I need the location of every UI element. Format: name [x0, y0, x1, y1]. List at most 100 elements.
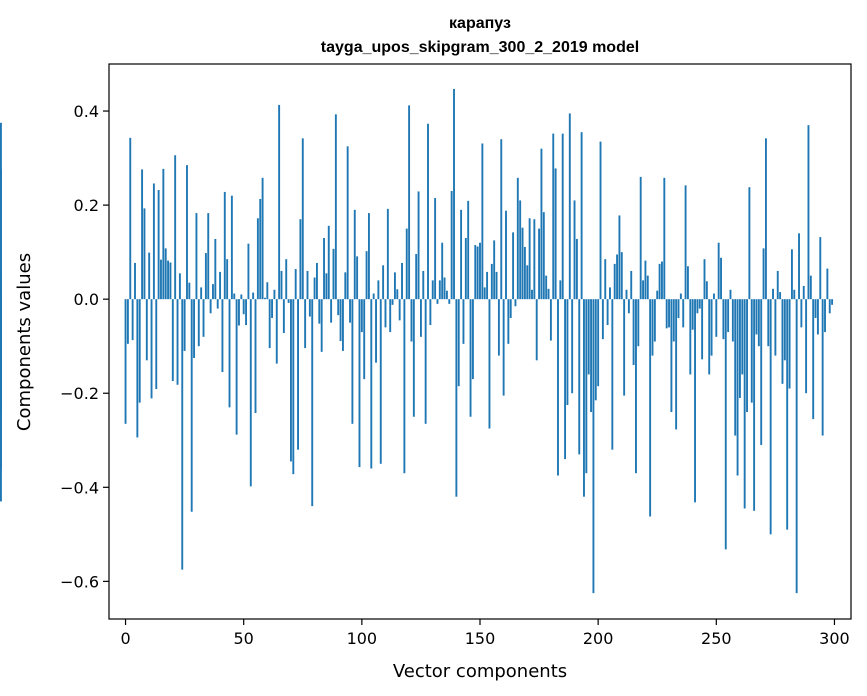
bar-263 [746, 299, 748, 413]
bar-130 [431, 280, 434, 300]
bar-109 [382, 265, 385, 300]
bar-141 [457, 299, 460, 387]
bar-17 [164, 248, 167, 300]
bar-78 [308, 299, 311, 317]
bar-215 [632, 299, 635, 366]
bar-80 [313, 277, 316, 300]
bar-206 [611, 299, 614, 450]
bar-128 [427, 123, 429, 300]
bar-95 [349, 299, 351, 323]
bar-234 [677, 299, 680, 318]
bar-91 [339, 299, 342, 342]
bar-205 [609, 287, 611, 300]
bar-190 [573, 200, 576, 300]
bar-117 [401, 262, 403, 300]
bar-79 [311, 299, 314, 507]
bar-297 [826, 268, 829, 300]
bar-133 [438, 280, 441, 300]
bar-159 [500, 139, 503, 300]
bar-247 [708, 299, 711, 375]
bar-193 [580, 132, 583, 300]
bars-group [0, 88, 834, 594]
bar-106 [375, 299, 377, 363]
bar-20 [171, 299, 174, 382]
bar-69 [287, 299, 290, 303]
x-axis-ticks: 0 50 100 150 200 250 300 [120, 619, 850, 648]
x-tick-label: 250 [701, 629, 732, 648]
bar-278 [781, 299, 784, 384]
bar-4 [134, 262, 136, 300]
bar-201 [599, 141, 602, 300]
bar-30 [195, 213, 198, 300]
bar-258 [734, 299, 737, 436]
bar-168 [521, 227, 524, 300]
bar-255 [727, 299, 730, 333]
bar-44 [228, 299, 231, 408]
bar-139 [453, 88, 455, 300]
bar-256 [729, 289, 732, 300]
chart-subtitle: tayga_upos_skipgram_300_2_2019 model [321, 39, 639, 56]
bar-127 [424, 299, 427, 424]
bar-53 [249, 299, 252, 487]
bar-71 [292, 299, 295, 475]
bar-277 [779, 292, 782, 300]
bar-54 [252, 292, 255, 300]
bar-49 [240, 294, 243, 300]
bar-291 [812, 299, 815, 420]
bar-60 [266, 282, 269, 300]
y-tick-label: −0.4 [60, 478, 99, 497]
bar-183 [557, 299, 559, 476]
bar-250 [715, 299, 718, 337]
bar-14 [157, 190, 160, 300]
bar-56 [256, 218, 259, 300]
bar-287 [802, 286, 805, 300]
bar-249 [713, 293, 715, 300]
bar-115 [396, 289, 399, 300]
bar-132 [436, 299, 439, 304]
y-axis-label: Components values [14, 253, 35, 431]
bar-285 [798, 233, 800, 300]
bar-28 [190, 299, 193, 512]
y-tick-label: −0.6 [60, 572, 99, 591]
bar-151 [481, 143, 484, 300]
bar-155 [490, 263, 493, 300]
chart-title: карапуз [449, 15, 511, 32]
bar-238 [687, 266, 689, 300]
bar-272 [767, 299, 770, 347]
bar-102 [365, 251, 368, 300]
bar-187 [566, 299, 569, 405]
bar-90 [337, 299, 340, 316]
bar-235 [679, 293, 682, 300]
bar-19 [169, 262, 172, 300]
bar-24 [181, 299, 184, 570]
bar-293 [816, 299, 819, 335]
x-tick-label: 50 [234, 629, 254, 648]
bar-265 [750, 299, 753, 403]
bar-165 [514, 299, 517, 307]
bar-148 [474, 245, 477, 300]
bar-230 [668, 299, 670, 328]
bar-237 [684, 185, 687, 300]
bar-267 [755, 299, 758, 335]
bar-283 [793, 289, 796, 300]
bar-170 [526, 265, 529, 300]
bar-5 [136, 299, 139, 438]
bar-77 [306, 270, 309, 300]
bar-21 [174, 155, 177, 300]
bar-269 [760, 299, 763, 445]
bar-218 [639, 176, 642, 300]
bar-162 [507, 299, 510, 344]
bar-246 [705, 281, 708, 300]
bar-101 [363, 299, 366, 380]
bar-15 [160, 259, 162, 300]
bar-63 [273, 289, 276, 300]
bar-260 [738, 299, 741, 398]
bar-62 [271, 299, 273, 318]
bar-288 [805, 299, 808, 394]
bar-202 [601, 299, 604, 340]
bar-172 [531, 289, 533, 300]
bar-156 [493, 240, 496, 300]
bar-113 [391, 299, 394, 305]
bar-226 [658, 263, 661, 300]
bar-119 [405, 228, 408, 300]
